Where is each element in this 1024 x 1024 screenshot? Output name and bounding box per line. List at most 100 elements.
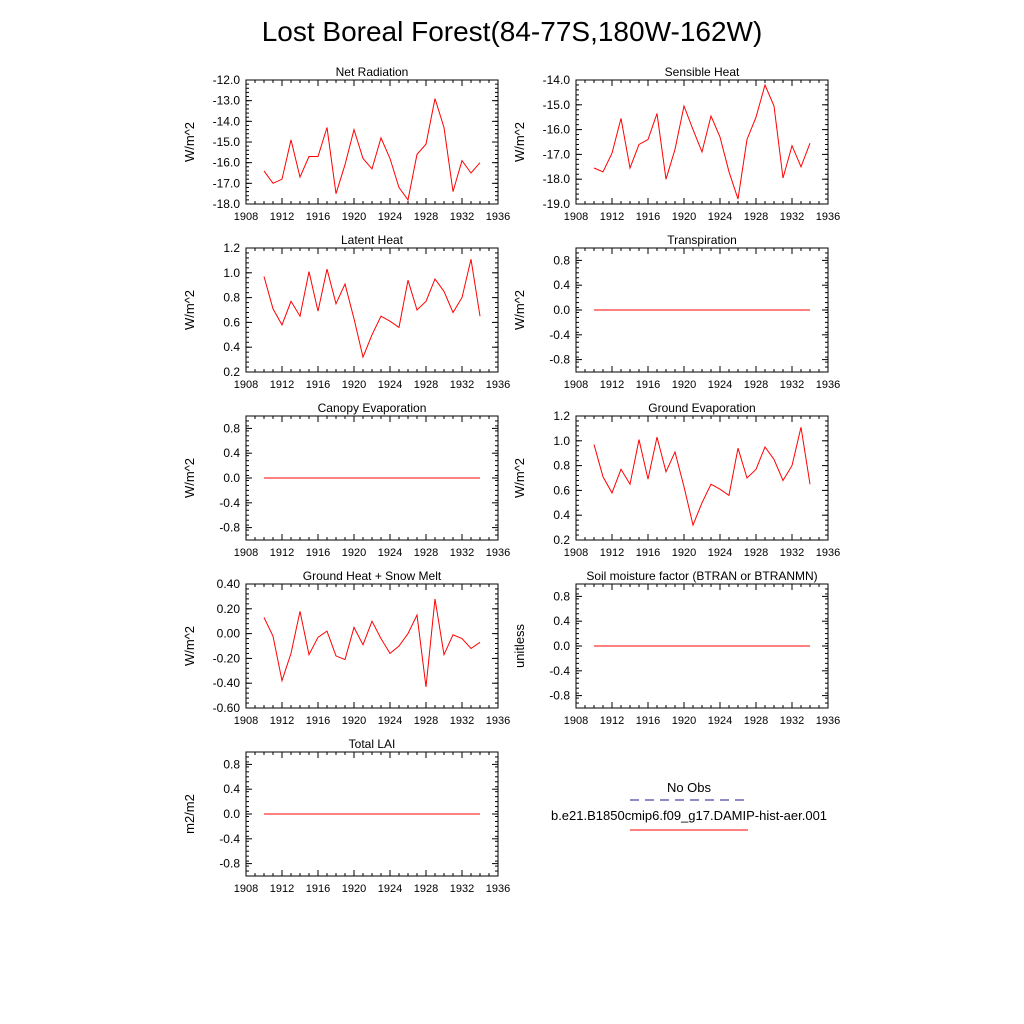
y-tick-label: 1.0 [553, 434, 570, 448]
y-axis-label: m2/m2 [182, 794, 197, 834]
plot-frame [245, 247, 499, 373]
plot-frame [245, 583, 499, 709]
x-tick-label: 1932 [450, 715, 474, 727]
panel-title: Latent Heat [341, 233, 404, 247]
plot-frame [245, 79, 499, 205]
y-tick-label: -0.8 [219, 521, 240, 535]
y-tick-label: -0.4 [549, 328, 570, 342]
y-tick-label: 0.8 [553, 589, 570, 603]
series-line [593, 83, 811, 200]
y-tick-label: -16.0 [543, 123, 571, 137]
y-tick-label: 1.2 [223, 241, 240, 255]
x-tick-label: 1928 [414, 883, 438, 895]
x-tick-label: 1916 [306, 379, 330, 391]
y-tick-label: 1.2 [553, 409, 570, 423]
x-tick-label: 1916 [306, 883, 330, 895]
x-tick-label: 1912 [600, 715, 624, 727]
x-tick-label: 1924 [708, 547, 732, 559]
x-tick-label: 1916 [306, 715, 330, 727]
x-tick-label: 1908 [234, 715, 258, 727]
y-axis-label: W/m^2 [512, 458, 527, 498]
y-tick-label: 0.8 [223, 421, 240, 435]
x-tick-label: 1936 [486, 547, 510, 559]
x-tick-label: 1920 [672, 547, 696, 559]
x-tick-label: 1916 [636, 547, 660, 559]
x-tick-label: 1912 [600, 211, 624, 223]
y-tick-label: -17.0 [543, 147, 571, 161]
plot-frame [575, 79, 829, 205]
y-tick-label: 0.4 [223, 782, 240, 796]
panel: Ground Heat + Snow Melt W/m^2 1908 1912 1916… [182, 569, 510, 727]
x-tick-label: 1912 [270, 883, 294, 895]
y-tick-label: -0.20 [213, 651, 241, 665]
y-tick-label: 0.2 [553, 533, 570, 547]
x-tick-label: 1928 [414, 211, 438, 223]
x-tick-label: 1928 [744, 715, 768, 727]
panel-title: Sensible Heat [665, 65, 740, 79]
panel: Sensible Heat W/m^2 1908 1912 1916 1920 1924 19… [512, 65, 840, 223]
x-tick-label: 1920 [672, 715, 696, 727]
y-axis-label: W/m^2 [512, 122, 527, 162]
panel-title: Canopy Evaporation [318, 401, 427, 415]
x-tick-label: 1908 [564, 211, 588, 223]
y-tick-label: 0.6 [223, 315, 240, 329]
series-line [593, 427, 811, 527]
x-tick-label: 1924 [378, 883, 402, 895]
x-tick-label: 1928 [414, 547, 438, 559]
x-tick-label: 1936 [486, 715, 510, 727]
y-tick-label: 0.0 [553, 639, 570, 653]
x-tick-label: 1936 [816, 211, 840, 223]
y-tick-label: -17.0 [213, 176, 241, 190]
y-tick-label: 0.4 [223, 446, 240, 460]
y-axis-label: W/m^2 [182, 626, 197, 666]
x-tick-label: 1924 [378, 379, 402, 391]
figure-title: Lost Boreal Forest(84-77S,180W-162W) [262, 16, 763, 47]
y-tick-label: -0.4 [549, 664, 570, 678]
x-tick-label: 1936 [816, 379, 840, 391]
x-tick-label: 1908 [234, 547, 258, 559]
panel: Canopy Evaporation W/m^2 1908 1912 1916 1920 1… [182, 401, 510, 559]
x-tick-label: 1936 [486, 379, 510, 391]
panel: Ground Evaporation W/m^2 1908 1912 1916 1920 1… [512, 401, 840, 559]
panel-title: Net Radiation [336, 65, 409, 79]
y-tick-label: -0.8 [549, 353, 570, 367]
x-tick-label: 1936 [486, 211, 510, 223]
x-tick-label: 1916 [636, 379, 660, 391]
y-axis-label: W/m^2 [182, 122, 197, 162]
panel-title: Ground Heat + Snow Melt [303, 569, 442, 583]
y-tick-label: -14.0 [543, 73, 571, 87]
y-tick-label: 0.4 [223, 340, 240, 354]
x-tick-label: 1924 [378, 715, 402, 727]
y-tick-label: -12.0 [213, 73, 241, 87]
x-tick-label: 1916 [636, 715, 660, 727]
panel: Soil moisture factor (BTRAN or BTRANMN) u… [512, 569, 840, 727]
y-tick-label: -18.0 [213, 197, 241, 211]
y-tick-label: 0.8 [553, 459, 570, 473]
x-tick-label: 1920 [342, 715, 366, 727]
x-tick-label: 1932 [780, 211, 804, 223]
y-tick-label: 1.0 [223, 266, 240, 280]
x-tick-label: 1932 [780, 547, 804, 559]
x-tick-label: 1932 [450, 883, 474, 895]
x-tick-label: 1936 [486, 883, 510, 895]
y-axis-label: W/m^2 [512, 290, 527, 330]
y-tick-label: -0.8 [219, 857, 240, 871]
x-tick-label: 1928 [414, 715, 438, 727]
x-tick-label: 1928 [744, 379, 768, 391]
x-tick-label: 1908 [234, 379, 258, 391]
y-tick-label: -14.0 [213, 114, 241, 128]
y-axis-label: unitless [512, 623, 527, 668]
x-tick-label: 1912 [270, 379, 294, 391]
x-tick-label: 1936 [816, 715, 840, 727]
x-tick-label: 1908 [564, 379, 588, 391]
y-tick-label: 0.20 [217, 602, 241, 616]
y-tick-label: 0.6 [553, 483, 570, 497]
y-tick-label: 0.8 [553, 253, 570, 267]
x-tick-label: 1932 [780, 715, 804, 727]
panel: Net Radiation W/m^2 1908 1912 1916 1920 1924 19… [182, 65, 510, 223]
panel: Transpiration W/m^2 1908 1912 1916 1920 1924 19… [512, 233, 840, 391]
x-tick-label: 1936 [816, 547, 840, 559]
series-line [263, 598, 481, 687]
legend-obs-label: No Obs [667, 780, 712, 795]
legend: No Obs b.e21.B1850cmip6.f09_g17.DAMIP-hi… [551, 780, 827, 831]
